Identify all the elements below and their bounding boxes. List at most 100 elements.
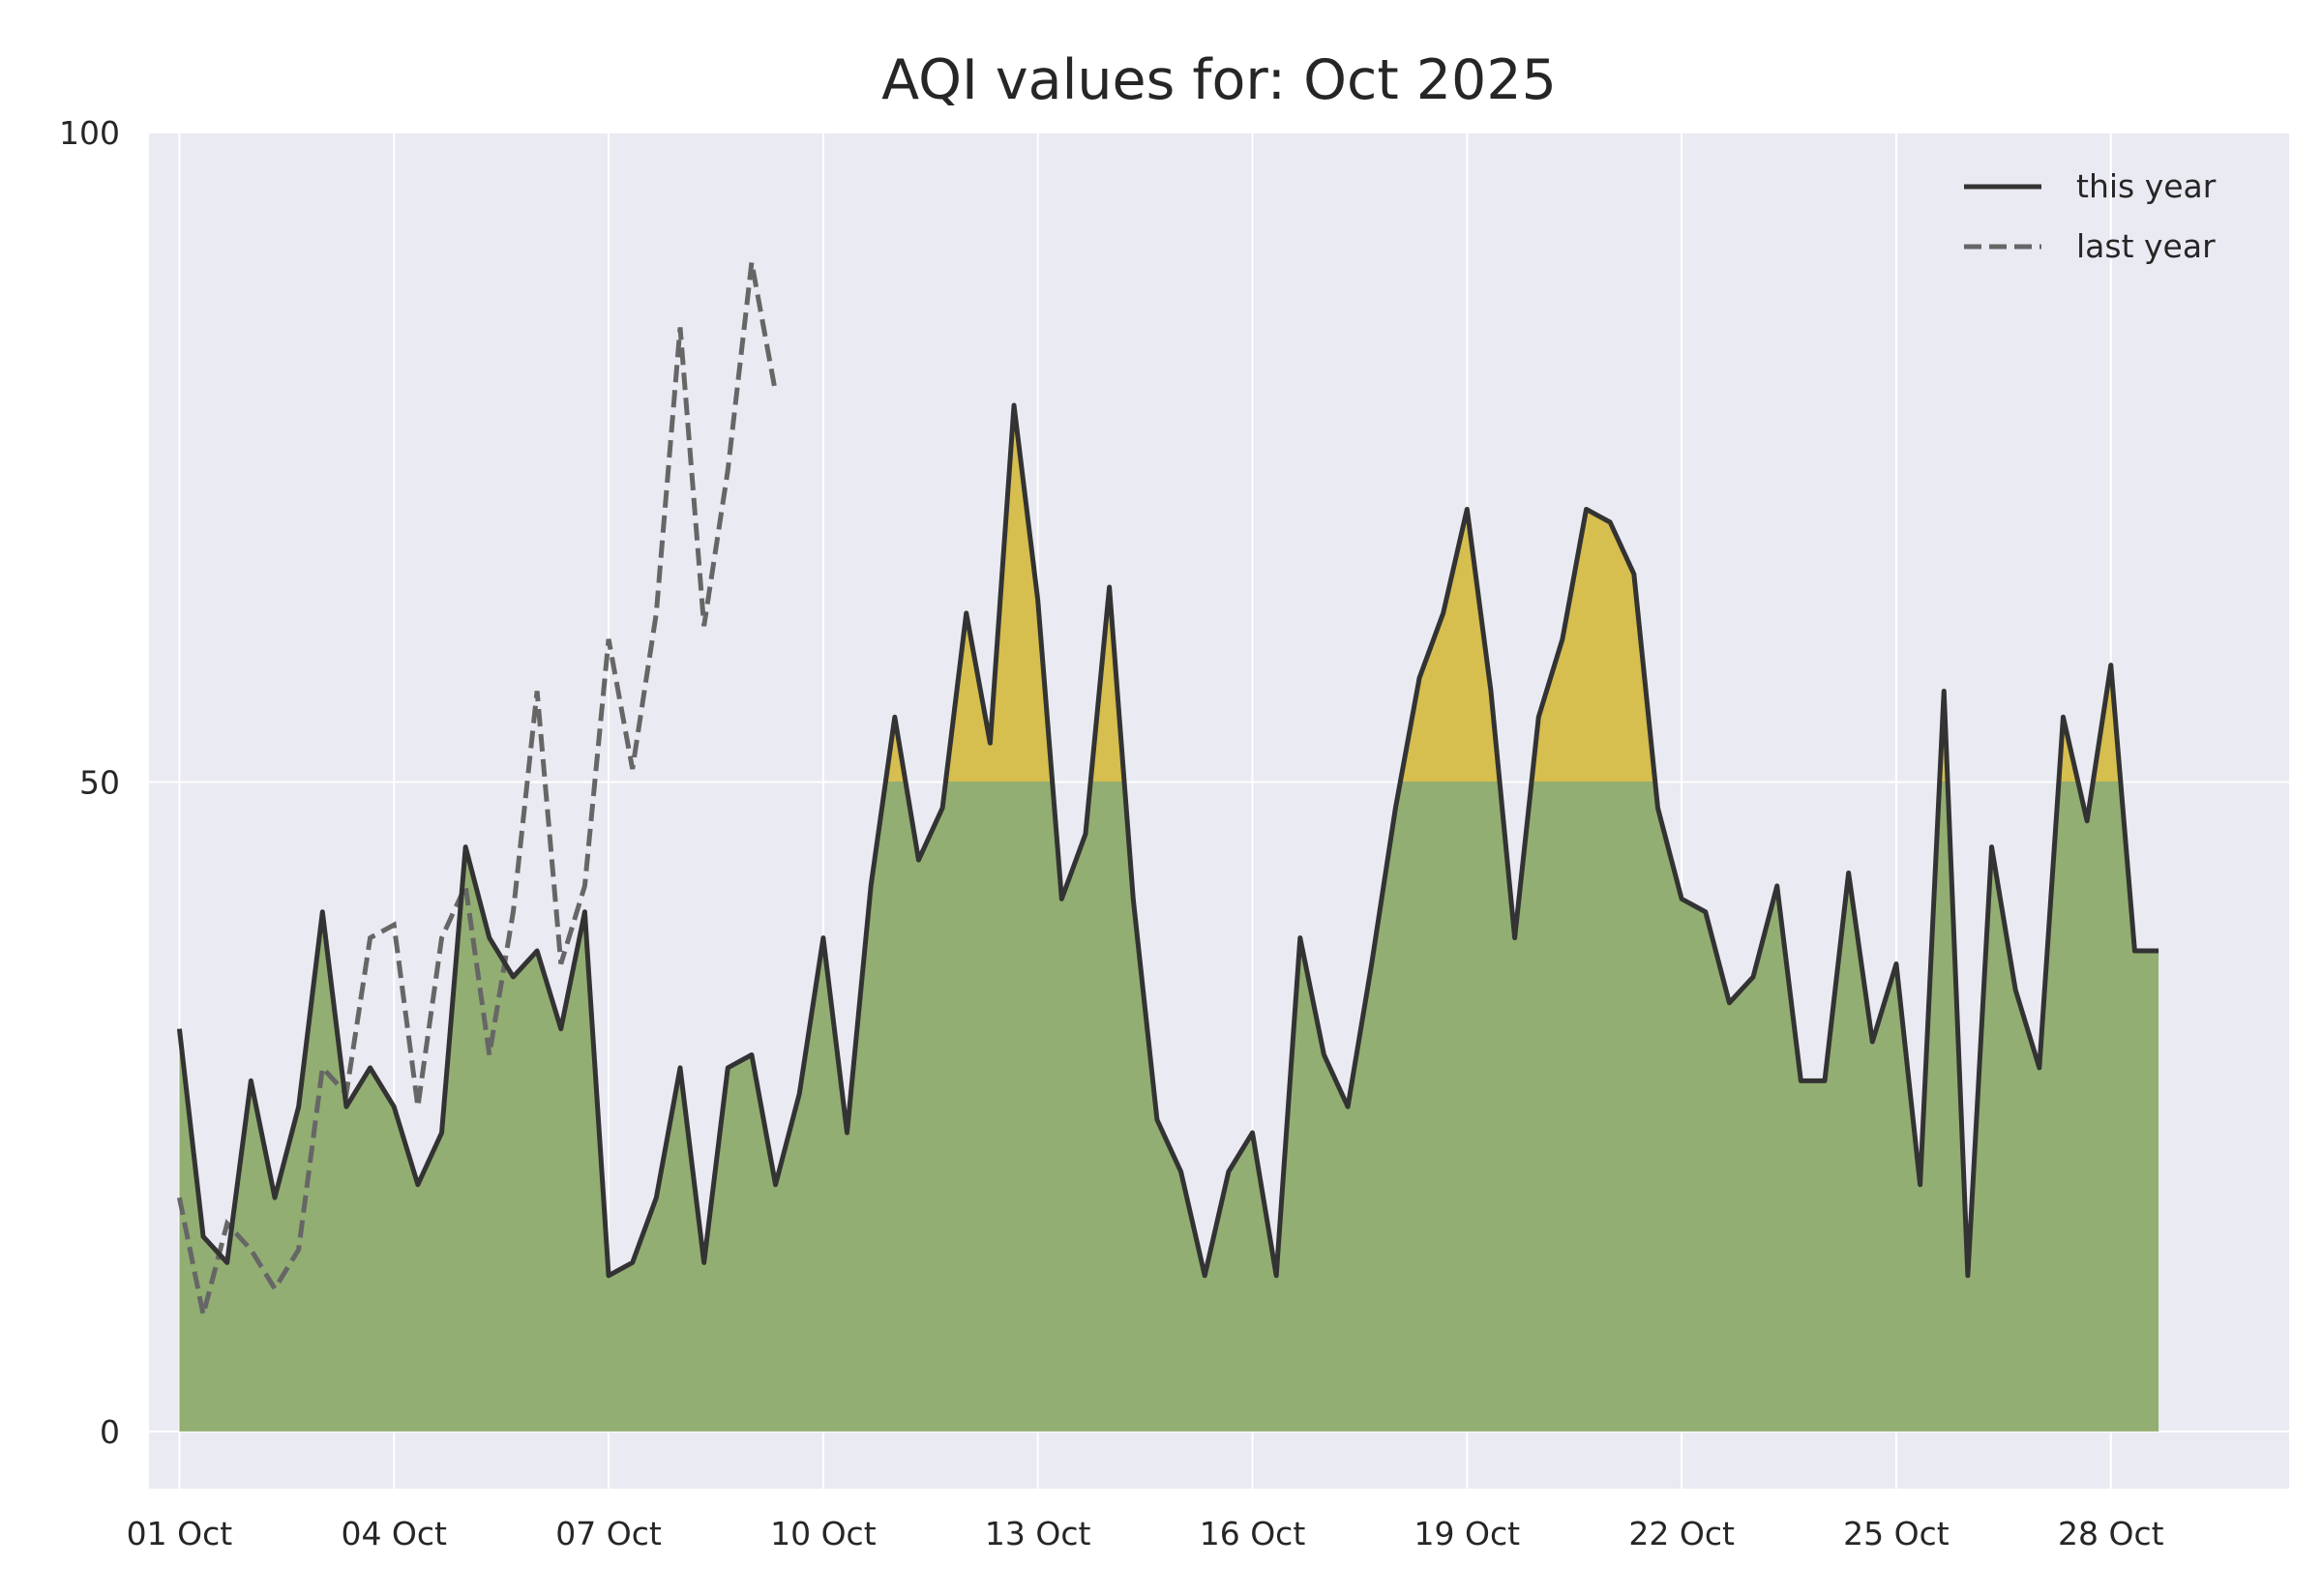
this-year-point xyxy=(845,1130,850,1136)
this-year-point xyxy=(1441,610,1446,616)
this-year-point xyxy=(1535,714,1541,720)
this-year-point xyxy=(1965,1273,1971,1279)
last-year-point xyxy=(725,467,730,473)
this-year-point xyxy=(296,1104,302,1109)
this-year-point xyxy=(1750,974,1756,980)
this-year-point xyxy=(1726,1000,1732,1006)
this-year-point xyxy=(510,974,516,980)
last-year-point xyxy=(415,1104,421,1109)
last-year-point xyxy=(296,1247,302,1253)
x-tick-label: 19 Oct xyxy=(1414,1515,1521,1552)
this-year-point xyxy=(1869,1039,1875,1045)
x-tick-label: 01 Oct xyxy=(127,1515,233,1552)
this-year-point xyxy=(1226,1168,1232,1174)
last-year-point xyxy=(510,909,516,915)
last-year-point xyxy=(558,961,564,966)
this-year-point xyxy=(1607,519,1613,525)
this-year-point xyxy=(391,1104,397,1109)
this-year-point xyxy=(1703,909,1709,915)
this-year-point xyxy=(606,1273,611,1279)
this-year-point xyxy=(749,1051,755,1057)
last-year-point xyxy=(391,922,397,928)
last-year-point xyxy=(773,390,779,396)
series-line-this-year xyxy=(176,402,2159,1279)
this-year-point xyxy=(487,935,492,941)
this-year-point xyxy=(2108,663,2114,668)
y-tick-labels: 0 50 100 xyxy=(59,114,120,1451)
last-year-point xyxy=(343,1091,349,1097)
last-year-point xyxy=(487,1051,492,1057)
this-year-point xyxy=(462,844,468,850)
last-year-point xyxy=(272,1286,278,1291)
this-year-point xyxy=(1798,1078,1803,1083)
x-tick-label: 22 Oct xyxy=(1628,1515,1735,1552)
this-year-point xyxy=(224,1259,230,1265)
this-year-point xyxy=(2037,1065,2042,1071)
this-year-point xyxy=(272,1195,278,1200)
this-year-point xyxy=(1011,402,1017,408)
this-year-point xyxy=(773,1182,779,1188)
this-year-point xyxy=(1297,935,1303,941)
this-year-point xyxy=(1321,1051,1326,1057)
this-year-point xyxy=(1178,1168,1184,1174)
this-year-point xyxy=(1679,896,1684,901)
this-year-point xyxy=(653,1195,659,1200)
x-tick-labels: 01 Oct 04 Oct 07 Oct 10 Oct 13 Oct 16 Oct 19 O… xyxy=(127,1515,2164,1552)
this-year-point xyxy=(1464,506,1470,512)
x-tick-label: 28 Oct xyxy=(2058,1515,2164,1552)
this-year-point xyxy=(200,1233,206,1239)
this-year-point xyxy=(1202,1273,1207,1279)
x-tick-label: 07 Oct xyxy=(555,1515,662,1552)
last-year-point xyxy=(248,1247,253,1253)
this-year-point xyxy=(939,805,945,811)
this-year-point xyxy=(820,935,826,941)
y-tick-label: 50 xyxy=(79,763,120,801)
this-year-point xyxy=(964,610,969,616)
x-tick-label: 10 Oct xyxy=(770,1515,877,1552)
legend-label-last-year: last year xyxy=(2076,227,2216,265)
chart-title: AQI values for: Oct 2025 xyxy=(881,48,1557,112)
this-year-point xyxy=(725,1065,730,1071)
legend: this year last year xyxy=(1964,167,2217,265)
y-tick-label: 100 xyxy=(59,114,120,152)
this-year-point xyxy=(1512,935,1518,941)
this-year-point xyxy=(1107,584,1113,590)
this-year-point xyxy=(343,1104,349,1109)
this-year-point xyxy=(2156,948,2161,954)
x-tick-label: 16 Oct xyxy=(1200,1515,1306,1552)
this-year-point xyxy=(2084,818,2090,824)
this-year-point xyxy=(2131,948,2137,954)
last-year-point xyxy=(701,623,707,629)
this-year-point xyxy=(1654,805,1660,811)
this-year-point xyxy=(796,1091,802,1097)
x-tick-label: 13 Oct xyxy=(985,1515,1091,1552)
this-year-point xyxy=(1369,961,1375,966)
this-year-point xyxy=(1846,870,1852,875)
this-year-point xyxy=(868,883,874,889)
this-year-point xyxy=(1416,675,1422,681)
this-year-point xyxy=(1560,636,1565,642)
last-year-point xyxy=(630,766,636,772)
this-year-point xyxy=(1083,831,1088,837)
this-year-point xyxy=(1989,844,1995,850)
this-year-point xyxy=(415,1182,421,1188)
this-year-point xyxy=(1392,805,1398,811)
x-tick-label: 04 Oct xyxy=(341,1515,447,1552)
last-year-point xyxy=(368,935,373,941)
this-year-point xyxy=(1941,688,1947,694)
series-line-last-year xyxy=(176,261,779,1315)
this-year-point xyxy=(1130,896,1136,901)
this-year-point xyxy=(248,1078,253,1083)
this-year-point xyxy=(701,1259,707,1265)
this-year-point xyxy=(2060,714,2066,720)
this-year-point xyxy=(892,714,898,720)
last-year-point xyxy=(439,935,445,941)
this-year-point xyxy=(915,857,921,863)
this-year-point xyxy=(558,1026,564,1032)
last-year-point xyxy=(749,259,755,265)
last-year-point xyxy=(319,1065,325,1071)
this-year-point xyxy=(1154,1117,1160,1123)
this-year-point xyxy=(1250,1130,1256,1136)
last-year-point xyxy=(462,883,468,889)
last-year-point xyxy=(606,636,611,642)
